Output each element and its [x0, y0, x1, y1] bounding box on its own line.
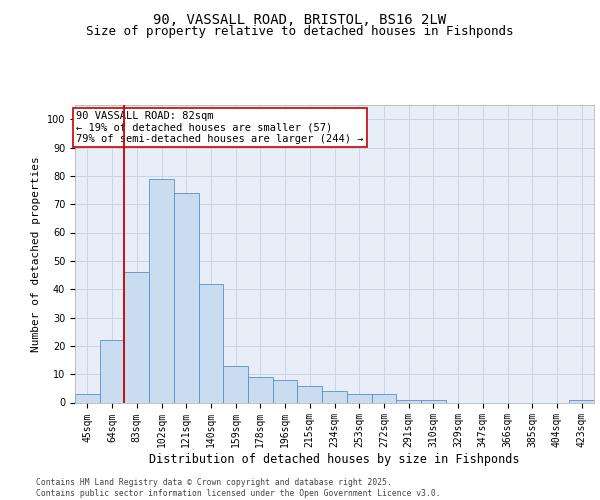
Text: Size of property relative to detached houses in Fishponds: Size of property relative to detached ho…	[86, 25, 514, 38]
Text: Contains HM Land Registry data © Crown copyright and database right 2025.
Contai: Contains HM Land Registry data © Crown c…	[36, 478, 440, 498]
Bar	[174, 193, 199, 402]
Bar	[124, 272, 149, 402]
Bar	[421, 400, 446, 402]
Bar	[248, 377, 273, 402]
Bar	[396, 400, 421, 402]
Bar	[298, 386, 322, 402]
Bar	[100, 340, 124, 402]
Text: 90 VASSALL ROAD: 82sqm
← 19% of detached houses are smaller (57)
79% of semi-det: 90 VASSALL ROAD: 82sqm ← 19% of detached…	[76, 110, 364, 144]
Bar	[322, 391, 347, 402]
Bar	[273, 380, 298, 402]
Bar	[199, 284, 223, 403]
X-axis label: Distribution of detached houses by size in Fishponds: Distribution of detached houses by size …	[149, 453, 520, 466]
Bar	[223, 366, 248, 403]
Bar	[371, 394, 396, 402]
Y-axis label: Number of detached properties: Number of detached properties	[31, 156, 41, 352]
Bar	[75, 394, 100, 402]
Text: 90, VASSALL ROAD, BRISTOL, BS16 2LW: 90, VASSALL ROAD, BRISTOL, BS16 2LW	[154, 12, 446, 26]
Bar	[149, 178, 174, 402]
Bar	[347, 394, 371, 402]
Bar	[569, 400, 594, 402]
